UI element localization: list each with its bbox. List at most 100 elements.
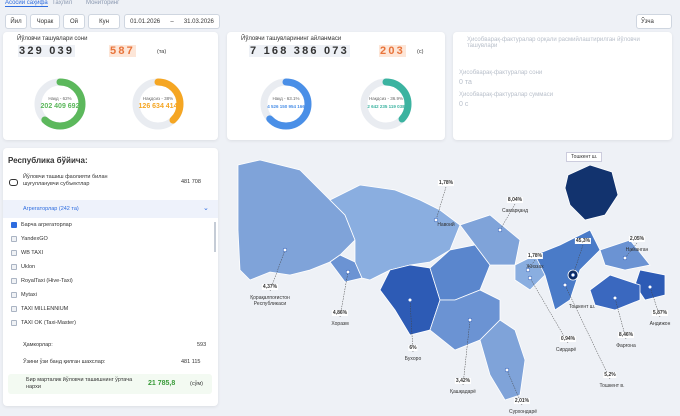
region-share: 5,2% — [603, 372, 617, 378]
region-share: 45,3% — [574, 238, 592, 244]
republic-panel: Республика бўйича: Йўловчи ташиш фаолият… — [3, 148, 218, 406]
region-dot — [527, 275, 533, 281]
aggregator-name: Mytaxi — [21, 292, 37, 298]
region-dot — [433, 217, 439, 223]
period-button[interactable]: Кун — [88, 14, 120, 29]
region-name: Навоий — [437, 222, 455, 228]
tab[interactable]: Таҳлил — [52, 0, 73, 6]
region-name: Қашқадарё — [450, 389, 476, 395]
selfemployed-label: Ўзини ўзи банд қилган шахслар: — [23, 359, 106, 365]
donut-value: 126 634 414 — [139, 103, 178, 110]
leader-line — [409, 299, 414, 353]
donut-label: Нақд - 63.1% — [272, 96, 299, 101]
aggregator-item[interactable]: Uklon — [11, 264, 35, 270]
checkbox[interactable] — [11, 222, 17, 228]
card-title: Йўловчи ташувлари сони — [17, 36, 88, 42]
region-shape — [534, 229, 601, 311]
region-share: 4,37% — [261, 284, 279, 290]
region-share: 8,46% — [617, 332, 635, 338]
inset-shape — [564, 164, 619, 221]
region-share: 8,04% — [506, 197, 524, 203]
donut-arc — [260, 78, 312, 130]
region-name: Тошкент ш. — [568, 304, 596, 310]
aggregator-item[interactable]: TAXI MILLENNIUM — [11, 306, 68, 312]
aggregators-header[interactable]: Агрегаторлар (242 та) ⌄ — [3, 200, 218, 218]
region-dot — [345, 269, 351, 275]
price-value: 21 785,8 — [148, 380, 176, 387]
donut-label: Нақдсиз - 38% — [143, 96, 173, 101]
checkbox[interactable] — [11, 250, 17, 256]
date-from: 01.01.2026 — [130, 18, 161, 25]
donut-value: 202 409 692 — [41, 103, 80, 110]
partners-label: Ҳамкорлар: — [23, 342, 53, 348]
card-title: Йўловчи ташувларининг айланмаси — [241, 36, 342, 42]
aggregator-item[interactable]: WB TAXI — [11, 250, 43, 256]
region-dot — [497, 227, 503, 233]
donut-arc — [360, 78, 412, 130]
region-share: 0,94% — [559, 336, 577, 342]
donut-label: Нақд - 62% — [48, 96, 71, 101]
digits: 7 168 386 073 — [249, 45, 350, 57]
region-name: Фарғона — [616, 343, 636, 349]
aggregators-list: Барча агрегаторлар YandexGO WB TAXI Uklon Ro… — [3, 222, 218, 334]
region-share: 6% — [408, 345, 418, 351]
region-share: 4,86% — [331, 310, 349, 316]
leader-line — [499, 203, 516, 231]
digits: 329 039 — [18, 45, 76, 57]
aggregator-item[interactable]: Барча агрегаторлар — [11, 222, 72, 228]
subjects-label: Йўловчи ташиш фаолияти билан шуғулланувч… — [23, 174, 108, 188]
selfemployed-value: 481 115 — [181, 359, 201, 365]
aggregator-item[interactable]: TAXI OK (Taxi-Master) — [11, 320, 76, 326]
tab[interactable]: Асосий саҳифа — [5, 0, 48, 7]
aggregator-name: TAXI MILLENNIUM — [21, 306, 69, 312]
aggregator-name: TAXI OK (Taxi-Master) — [21, 320, 76, 326]
leader-line — [529, 277, 569, 344]
region-name: Самарқанд — [501, 208, 529, 214]
date-range[interactable]: 01.01.2026 – 31.03.2026 — [124, 14, 220, 29]
region-share: 1,78% — [437, 180, 455, 186]
region-shape — [589, 274, 641, 311]
region-name: Тошкент в. — [599, 383, 625, 389]
date-to: 31.03.2026 — [183, 18, 214, 25]
aggregator-name: YandexGO — [21, 236, 48, 242]
region-name: Бухоро — [404, 356, 422, 362]
checkbox[interactable] — [11, 320, 17, 326]
region-dot — [647, 284, 653, 290]
region-dot — [525, 267, 531, 273]
price-label: Бир марталик йўловчи ташишнинг ўртача на… — [26, 377, 133, 391]
aggregator-item[interactable]: RoyalTaxi (Hive-Taxi) — [11, 278, 73, 284]
region-dot — [407, 297, 413, 303]
region-name: Жиззах — [526, 264, 544, 270]
checkbox[interactable] — [11, 306, 17, 312]
period-button[interactable]: Ой — [63, 14, 85, 29]
car-icon — [9, 179, 18, 186]
aggregator-name: WB TAXI — [21, 250, 44, 256]
label: Ҳисобварақ-фактуралар суммаси — [459, 92, 554, 98]
card-invoices: Ҳисобварақ-фактуралар орқали расмийлашти… — [453, 32, 672, 140]
value: 0 та — [459, 79, 472, 86]
language-select[interactable]: Ўзча — [636, 14, 672, 29]
checkbox[interactable] — [11, 278, 17, 284]
donut-label: Нақдсиз - 36.9% — [369, 96, 403, 101]
region-shape — [599, 239, 651, 271]
panel-title: Республика бўйича: — [8, 156, 88, 165]
aggregator-item[interactable]: YandexGO — [11, 236, 48, 242]
scrollbar — [214, 222, 216, 252]
big-number-tail: 203 — [379, 45, 406, 57]
label: Ҳисобварақ-фактуралар сони — [459, 70, 543, 76]
period-button[interactable]: Йил — [5, 14, 27, 29]
region-name: Сурхондарё — [508, 409, 538, 415]
region-name: Қорақалпоғистон Республикаси — [250, 295, 290, 307]
card-title: Ҳисобварақ-фактуралар орқали расмийлашти… — [467, 37, 640, 49]
checkbox[interactable] — [11, 264, 17, 270]
aggregator-item[interactable]: Mytaxi — [11, 292, 37, 298]
checkbox[interactable] — [11, 236, 17, 242]
price-unit: (сўм) — [190, 381, 203, 387]
inset-title: Тошкент ш. — [566, 152, 603, 162]
tab[interactable]: Мониторинг — [86, 0, 120, 6]
period-button[interactable]: Чорак — [30, 14, 60, 29]
region-dot — [570, 272, 576, 278]
checkbox[interactable] — [11, 292, 17, 298]
